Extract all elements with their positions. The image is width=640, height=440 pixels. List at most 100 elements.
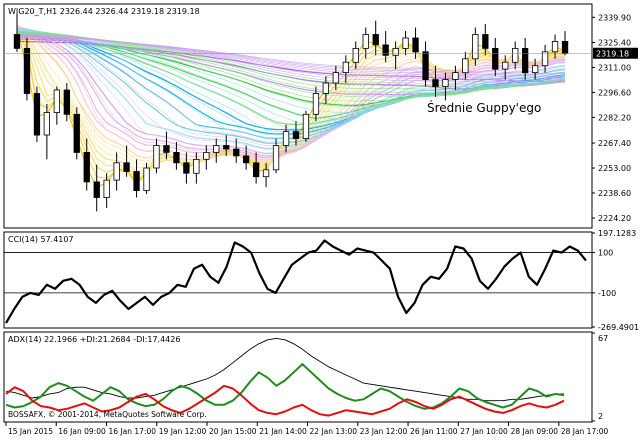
price-candles bbox=[13, 13, 569, 212]
cci-indicator: 197.1283 100 -100 -269.4901 bbox=[4, 229, 639, 332]
adx-indicator: 67 2 bbox=[5, 332, 608, 422]
candle-body bbox=[312, 93, 320, 115]
guppy-annotation: Średnie Guppy'ego bbox=[427, 100, 541, 115]
candle-body bbox=[173, 151, 180, 164]
candle-body bbox=[372, 34, 379, 46]
guppy-ema-hairline bbox=[16, 28, 566, 136]
candle-body bbox=[342, 61, 350, 74]
candle-body bbox=[233, 148, 240, 157]
time-tick-label: 19 Jan 12:00 bbox=[159, 427, 207, 436]
candle-body bbox=[541, 51, 549, 67]
candle-body bbox=[352, 48, 359, 63]
cci-header: CCI(14) 57.4107 bbox=[8, 235, 74, 244]
guppy-ema-line bbox=[16, 29, 566, 150]
candle-body bbox=[292, 131, 300, 139]
candle-body bbox=[452, 72, 459, 80]
candle-body bbox=[193, 158, 200, 174]
candle-body bbox=[432, 79, 439, 87]
candle-body bbox=[163, 145, 170, 153]
candle-body bbox=[73, 113, 80, 153]
candle-body bbox=[262, 169, 270, 178]
adx-tick-label: 67 bbox=[598, 334, 608, 343]
copyright-text: BOSSAFX, © 2001-2014, MetaQuotes Softwar… bbox=[8, 410, 207, 419]
time-axis: 15 Jan 2015 16 Jan 09:00 16 Jan 17:00 19 Ja… bbox=[5, 422, 609, 436]
candle-body bbox=[532, 65, 539, 73]
candle-body bbox=[252, 162, 260, 178]
candle-body bbox=[23, 48, 31, 94]
guppy-moving-averages bbox=[16, 24, 566, 189]
candle-body bbox=[282, 131, 290, 146]
price-tick-label: 2224.20 bbox=[598, 214, 631, 223]
time-tick-label: 15 Jan 2015 bbox=[8, 427, 53, 436]
time-tick-label: 28 Jan 17:00 bbox=[561, 427, 609, 436]
price-tick-label: 2253.00 bbox=[598, 164, 631, 173]
candle-body bbox=[83, 151, 90, 183]
candle-body bbox=[13, 34, 21, 49]
cci-tick-label: -269.4901 bbox=[598, 323, 639, 332]
guppy-ema-hairline bbox=[16, 27, 566, 139]
adx-minus-di-line bbox=[5, 384, 565, 417]
price-tick-label: 2282.20 bbox=[598, 113, 631, 122]
price-tick-label: 2339.90 bbox=[598, 13, 631, 22]
guppy-ema-hairline bbox=[16, 25, 566, 161]
candle-body bbox=[322, 82, 330, 94]
cci-tick-label: 197.1283 bbox=[598, 229, 636, 238]
candle-body bbox=[93, 181, 100, 198]
candle-body bbox=[442, 79, 449, 87]
guppy-ema-hairline bbox=[16, 27, 566, 146]
price-tick-label: 2311.00 bbox=[598, 63, 631, 72]
candle-body bbox=[33, 93, 41, 136]
cci-tick-label: 100 bbox=[598, 249, 613, 258]
price-tick-label: 2325.40 bbox=[598, 38, 631, 47]
last-price-marker bbox=[593, 47, 638, 59]
adx-panel-frame bbox=[3, 331, 593, 423]
time-tick-label: 26 Jan 11:00 bbox=[410, 427, 458, 436]
time-tick-label: 16 Jan 09:00 bbox=[58, 427, 106, 436]
candle-body bbox=[113, 162, 120, 181]
price-panel-frame bbox=[3, 3, 593, 229]
adx-plus-di-line bbox=[5, 363, 565, 410]
adx-header: ADX(14) 22.1966 +DI:21.2684 -DI:17.4426 bbox=[8, 335, 180, 344]
price-tick-label: 2296.60 bbox=[598, 88, 631, 97]
adx-tick-label: 2 bbox=[598, 412, 603, 421]
candle-body bbox=[482, 34, 489, 49]
candle-body bbox=[143, 167, 150, 191]
candle-body bbox=[63, 89, 70, 115]
candle-body bbox=[123, 162, 130, 172]
cci-panel-frame bbox=[3, 231, 593, 329]
candle-body bbox=[382, 44, 389, 56]
adx-main-line bbox=[5, 337, 564, 402]
candle-body bbox=[223, 145, 230, 150]
candle-body bbox=[492, 48, 499, 70]
candle-body bbox=[522, 48, 529, 74]
guppy-ema-hairline bbox=[16, 28, 566, 133]
candle-body bbox=[103, 179, 110, 198]
candle-body bbox=[422, 51, 429, 80]
candle-body bbox=[242, 155, 250, 164]
time-tick-label: 16 Jan 17:00 bbox=[109, 427, 157, 436]
guppy-ema-hairline bbox=[16, 27, 566, 143]
price-tick-label: 2267.40 bbox=[598, 139, 631, 148]
candle-body bbox=[412, 37, 419, 53]
candle-body bbox=[551, 41, 559, 53]
time-tick-label: 20 Jan 15:00 bbox=[209, 427, 257, 436]
candle-body bbox=[392, 48, 399, 56]
guppy-ema-hairline bbox=[16, 25, 566, 158]
time-tick-label: 22 Jan 13:00 bbox=[310, 427, 358, 436]
cci-line bbox=[5, 239, 587, 324]
candle-body bbox=[183, 162, 190, 174]
candle-body bbox=[53, 89, 60, 113]
candle-body bbox=[462, 58, 469, 74]
price-tick-label: 2238.60 bbox=[598, 189, 631, 198]
price-header: WIG20_T,H1 2326.44 2326.44 2319.18 2319.… bbox=[8, 7, 200, 16]
candle-body bbox=[302, 113, 310, 140]
candle-body bbox=[362, 34, 369, 49]
candle-body bbox=[203, 151, 210, 160]
time-tick-label: 27 Jan 10:00 bbox=[460, 427, 508, 436]
candle-body bbox=[153, 145, 160, 169]
cci-tick-label: -100 bbox=[598, 289, 616, 298]
candle-body bbox=[213, 145, 220, 153]
candle-body bbox=[472, 34, 479, 60]
